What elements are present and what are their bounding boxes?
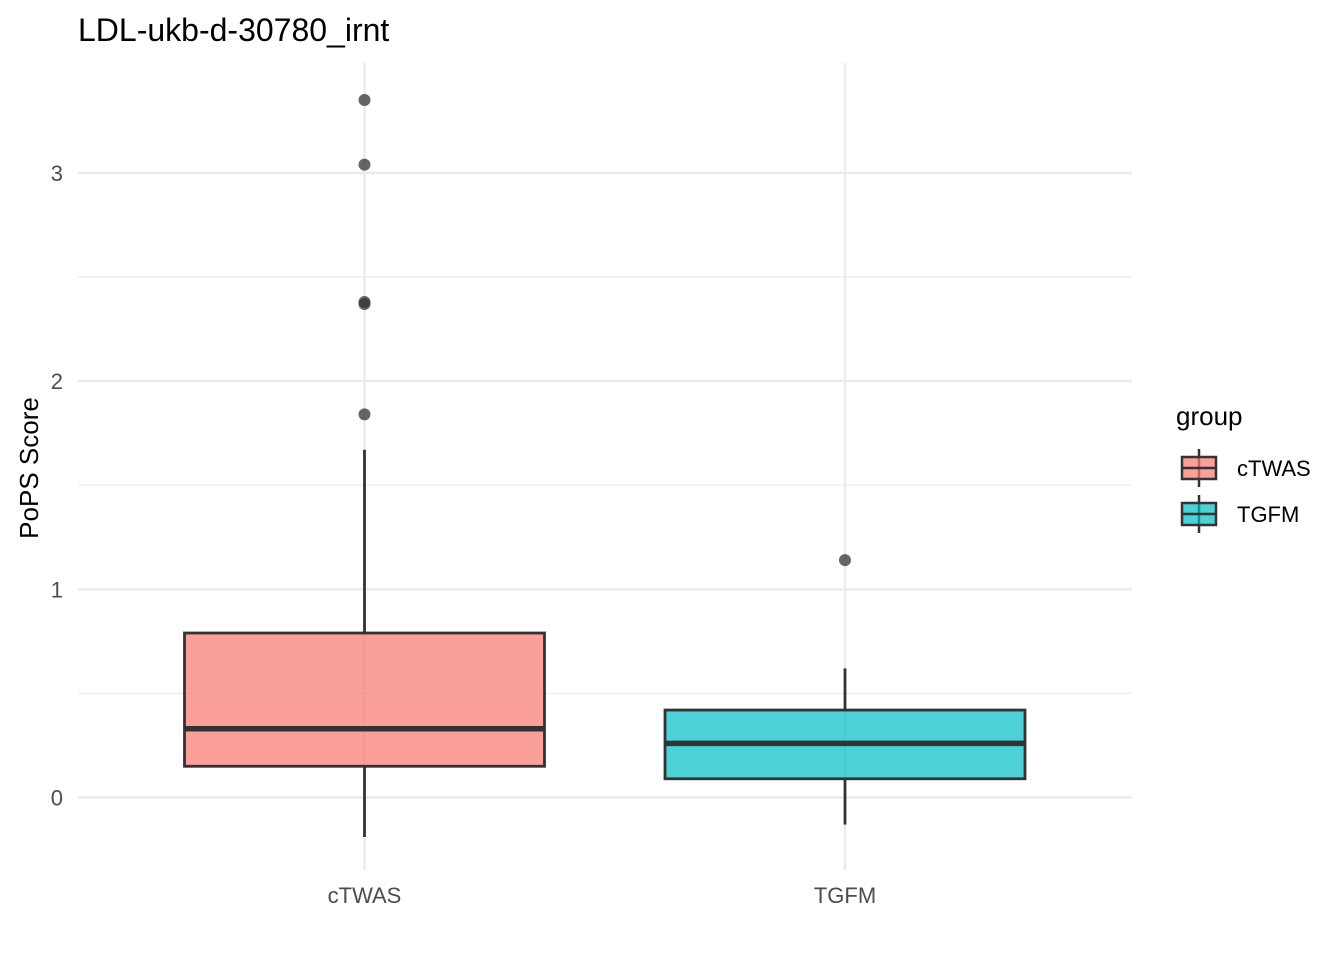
x-tick-label: TGFM [814,883,876,908]
grid-lines [78,63,1132,870]
outlier-point [839,554,851,567]
legend-entry-tgfm: TGFM [1180,495,1299,533]
outlier-point [358,295,371,308]
outlier-point [358,94,371,107]
boxes [183,94,1027,838]
x-axis-ticks: cTWAS TGFM [328,883,877,908]
legend: group cTWAS TGFM [1176,401,1311,533]
legend-title: group [1176,401,1243,431]
box-body [183,631,546,768]
y-axis-label: PoPS Score [14,397,44,539]
y-tick-label: 1 [51,577,63,602]
y-tick-label: 3 [51,161,63,186]
legend-entry-ctwas: cTWAS [1180,449,1311,487]
x-tick-label: cTWAS [328,883,402,908]
outlier-point [358,158,371,171]
y-tick-label: 0 [51,786,63,811]
outlier-point [358,408,371,421]
legend-label: TGFM [1237,502,1299,527]
legend-label: cTWAS [1237,456,1311,481]
y-axis-ticks: 0 1 2 3 [51,161,63,811]
box-ctwas [183,94,546,838]
chart-title: LDL-ukb-d-30780_irnt [78,12,389,48]
y-tick-label: 2 [51,369,63,394]
box-tgfm [663,554,1027,825]
